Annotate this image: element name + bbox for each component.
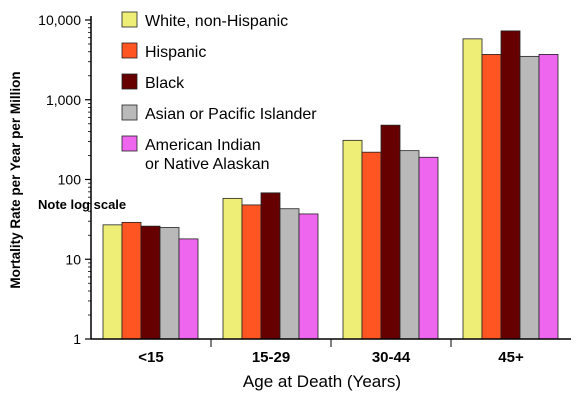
x-category-label: 30-44 — [372, 349, 411, 366]
legend-label: American Indian — [145, 137, 261, 154]
bar-1-0 — [222, 197, 243, 340]
y-tick-label: 10 — [65, 251, 81, 267]
bar-2-4 — [418, 156, 439, 340]
y-tick-label: 10,000 — [38, 12, 81, 28]
x-categories-layer: <15 15-29 30-44 45+ — [138, 339, 524, 366]
bars-layer — [102, 30, 559, 340]
bar-2-0 — [342, 139, 363, 340]
legend-swatch — [121, 104, 138, 121]
legend: White, non-Hispanic Hispanic Black Asian or… — [121, 11, 317, 173]
bar-0-2 — [140, 225, 161, 340]
legend-swatch — [121, 11, 138, 28]
bar-1-4 — [298, 213, 319, 340]
legend-label: Asian or Pacific Islander — [145, 106, 317, 123]
legend-swatch — [121, 73, 138, 90]
bar-3-1 — [481, 54, 502, 340]
bar-1-1 — [241, 204, 262, 340]
bar-2-1 — [361, 151, 382, 340]
bar-3-0 — [462, 38, 483, 340]
x-axis-title: Age at Death (Years) — [243, 372, 401, 391]
bar-2-3 — [399, 150, 420, 340]
annotation: Note log scale — [38, 197, 126, 212]
y-ticks-layer: 1 10 100 1,000 10,000 — [38, 12, 91, 347]
legend-label: Black — [145, 75, 185, 92]
y-tick-label: 100 — [58, 172, 82, 188]
bar-3-4 — [538, 54, 559, 340]
bar-3-2 — [500, 30, 521, 340]
bar-3-3 — [519, 55, 540, 340]
bar-0-1 — [121, 221, 142, 340]
legend-swatch — [121, 42, 138, 59]
y-tick-label: 1 — [73, 331, 81, 347]
bar-0-4 — [178, 238, 199, 340]
x-category-label: 45+ — [498, 349, 524, 366]
legend-label: or Native Alaskan — [145, 156, 270, 173]
y-tick-label: 1,000 — [46, 92, 81, 108]
bar-0-3 — [159, 227, 180, 340]
x-category-label: <15 — [138, 349, 163, 366]
y-axis-title: Mortality Rate per Year per Million — [8, 71, 23, 288]
legend-label: White, non-Hispanic — [145, 13, 288, 30]
bar-1-3 — [279, 208, 300, 340]
legend-swatch — [121, 135, 138, 152]
bar-1-2 — [260, 192, 281, 340]
legend-label: Hispanic — [145, 44, 206, 61]
bar-2-2 — [380, 124, 401, 340]
x-category-label: 15-29 — [252, 349, 290, 366]
bar-0-0 — [102, 224, 123, 340]
